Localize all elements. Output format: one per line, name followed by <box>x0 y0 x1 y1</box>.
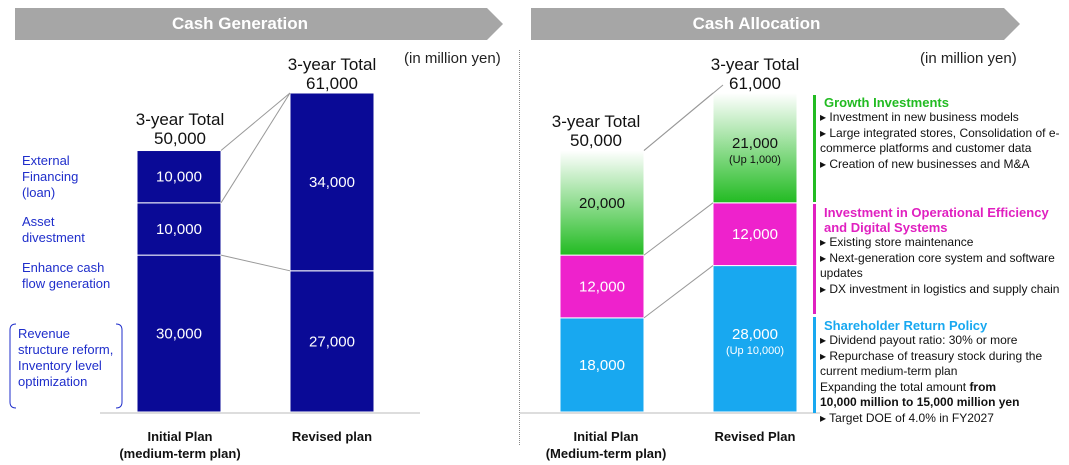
bar-segment <box>289 270 375 413</box>
note-bold: 10,000 million to 15,000 million yen <box>820 395 1020 409</box>
total-caption: 3-year Total <box>710 55 800 74</box>
list-item: ▸ Repurchase of treasury stock during th… <box>820 348 1043 379</box>
cash-generation-chart: 30,000 10,000 10,000 27,000 34,000 <box>100 92 420 414</box>
header-arrow-icon <box>487 8 503 40</box>
connector-line <box>220 254 291 272</box>
header-arrow-icon <box>1004 8 1020 40</box>
group-bar <box>813 95 816 202</box>
cash-generation-title: Cash Generation <box>171 14 309 33</box>
total-value: 50,000 <box>154 129 206 148</box>
bar-value-label: 10,000 <box>156 169 202 186</box>
group-bar <box>813 204 816 314</box>
connector-line <box>220 92 291 151</box>
list-item: ▸ Target DOE of 4.0% in FY2027 <box>820 410 994 425</box>
note-bold: from <box>969 379 997 394</box>
connector-line <box>643 265 714 319</box>
side-label-asset-divestment: Asset divestment <box>22 214 85 245</box>
bar-value-label: 12,000 <box>732 226 778 243</box>
group-content: Investment in Operational Efficiency and… <box>820 205 1065 297</box>
left-total-initial: 3-year Total 50,000 <box>118 110 242 148</box>
left-unit-label: (in million yen) <box>404 50 501 67</box>
left-total-revised: 3-year Total 61,000 <box>270 55 394 93</box>
side-label-external-financing: External Financing (loan) <box>22 153 79 200</box>
total-value: 61,000 <box>729 74 781 93</box>
cash-allocation-title: Cash Allocation <box>692 14 821 33</box>
bar-value-label: 12,000 <box>579 278 625 295</box>
cash-generation-header: Cash Generation <box>15 8 503 40</box>
bar-segment <box>289 92 375 272</box>
bullet-text: DX investment in logistics and supply ch… <box>829 281 1060 296</box>
list-item: ▸ Creation of new businesses and M&A <box>820 156 1030 171</box>
group-content: Growth Investments ▸ Investment in new b… <box>820 95 1065 172</box>
list-item: ▸ DX investment in logistics and supply … <box>820 281 1060 296</box>
bar-sub-label: (Up 10,000) <box>726 345 784 357</box>
right-category-initial: Initial Plan (Medium-term plan) <box>545 429 667 461</box>
bullet-text: Large integrated stores, Consolidation o… <box>820 125 1060 156</box>
list-item: ▸ Large integrated stores, Consolidation… <box>820 125 1060 156</box>
cash-allocation-chart: 18,000 12,000 20,000 28,000 (Up 10,000) 12,00… <box>520 84 820 414</box>
bar-value-label: 28,000 <box>732 326 778 343</box>
bar-segment <box>136 150 222 204</box>
connector-line <box>643 202 714 256</box>
total-value: 50,000 <box>570 131 622 150</box>
bullet-text: Target DOE of 4.0% in FY2027 <box>829 410 994 425</box>
bullet-text: Existing store maintenance <box>829 235 974 249</box>
bar-sub-label: (Up 1,000) <box>729 154 781 166</box>
bar-segment <box>136 254 222 413</box>
group-bar <box>813 317 816 413</box>
bullet-text: Creation of new businesses and M&A <box>829 156 1030 171</box>
list-item: ▸ Investment in new business models <box>820 110 1019 124</box>
bar-segment <box>559 150 645 256</box>
cash-allocation-header: Cash Allocation <box>531 8 1020 40</box>
bullet-text: Investment in new business models <box>829 110 1019 124</box>
total-value: 61,000 <box>306 74 358 93</box>
bar-segment <box>559 254 645 319</box>
right-total-revised: 3-year Total 61,000 <box>693 55 817 93</box>
group-title: Growth Investments <box>824 95 949 110</box>
left-category-revised: Revised plan <box>291 429 373 444</box>
right-total-initial: 3-year Total 50,000 <box>534 112 658 150</box>
bar-value-label: 30,000 <box>156 326 202 343</box>
group-growth: Growth Investments ▸ Investment in new b… <box>813 95 1069 202</box>
total-caption: 3-year Total <box>135 110 225 129</box>
right-category-revised: Revised Plan <box>714 429 796 444</box>
bar-value-label: 21,000 <box>732 135 778 152</box>
connector-line <box>220 92 291 204</box>
bullet-text: Dividend payout ratio: 30% or more <box>829 333 1018 347</box>
side-label-revenue-structure: Revenue structure reform, Inventory leve… <box>18 326 114 389</box>
group-content: Shareholder Return Policy ▸ Dividend pay… <box>820 318 1065 426</box>
group-shareholder: Shareholder Return Policy ▸ Dividend pay… <box>813 317 1069 425</box>
bullet-text: Next-generation core system and software… <box>820 250 1055 281</box>
total-caption: 3-year Total <box>551 112 641 131</box>
left-category-initial: Initial Plan (medium-term plan) <box>119 429 241 461</box>
bar-value-label: 10,000 <box>156 221 202 238</box>
bullet-text: Repurchase of treasury stock during the … <box>820 348 1043 379</box>
right-unit-label: (in million yen) <box>920 50 1017 67</box>
side-bracket-icon <box>9 323 123 409</box>
note-text: Expanding the total amount <box>820 379 970 394</box>
list-item: ▸ Dividend payout ratio: 30% or more <box>820 333 1018 347</box>
section-divider <box>519 50 520 445</box>
bar-value-label: 34,000 <box>309 174 355 191</box>
group-title: Investment in Operational Efficiency and… <box>824 205 1049 235</box>
connector-line <box>643 84 724 151</box>
extra-note: Expanding the total amount from 10,000 mi… <box>820 380 1065 411</box>
group-operational: Investment in Operational Efficiency and… <box>813 204 1069 314</box>
list-item: ▸ Next-generation core system and softwa… <box>820 250 1055 281</box>
total-caption: 3-year Total <box>287 55 377 74</box>
side-label-enhance-cash-flow: Enhance cash flow generation <box>22 260 111 291</box>
bar-value-label: 20,000 <box>579 195 625 212</box>
bar-value-label: 27,000 <box>309 333 355 350</box>
group-title: Shareholder Return Policy <box>824 318 988 333</box>
bar-value-label: 18,000 <box>579 357 625 374</box>
bar-segment <box>712 92 798 204</box>
list-item: ▸ Existing store maintenance <box>820 235 974 249</box>
